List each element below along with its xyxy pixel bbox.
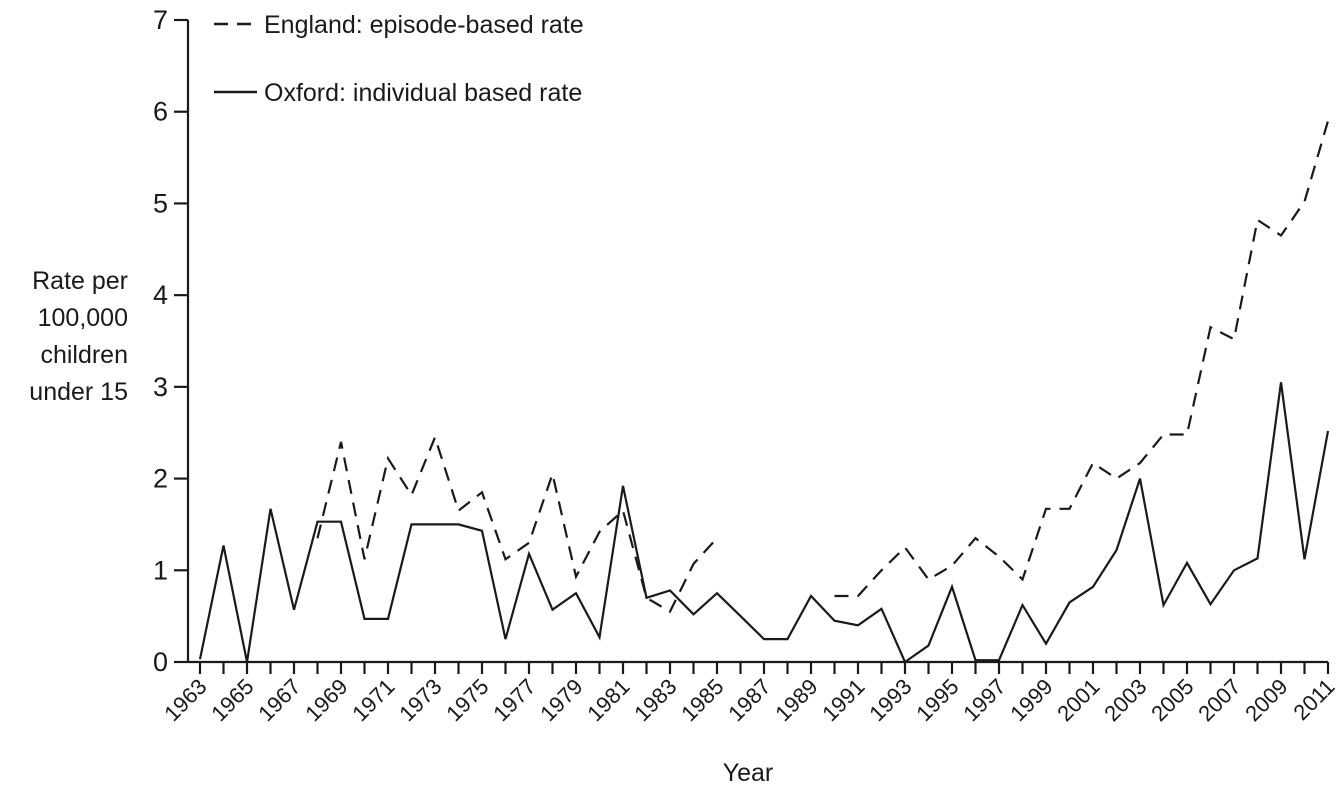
x-tick-label: 1989 [770, 674, 822, 726]
x-tick-label: 1993 [864, 674, 916, 726]
series-line [198, 382, 1330, 664]
y-tick-label: 1 [153, 555, 168, 585]
y-ticks: 0 1 2 3 4 5 6 7 [153, 5, 188, 677]
x-tick-label: 1969 [300, 674, 352, 726]
y-tick-label: 4 [153, 280, 168, 310]
x-tick-label: 1979 [535, 674, 587, 726]
x-tick-label: 1971 [347, 674, 399, 726]
x-tick-label: 1983 [629, 674, 681, 726]
x-tick-label: 1987 [723, 674, 775, 726]
x-tick-label: 1967 [253, 674, 305, 726]
x-tick-label: 2007 [1193, 674, 1245, 726]
legend-label: England: episode-based rate [264, 11, 584, 39]
x-tick-label: 1991 [817, 674, 869, 726]
x-tick-label: 1977 [488, 674, 540, 726]
legend-label: Oxford: individual based rate [264, 79, 582, 107]
x-tick-label: 2003 [1099, 674, 1151, 726]
axes [186, 20, 1328, 664]
series-england-episode [316, 120, 1330, 614]
x-tick-label: 1975 [441, 674, 493, 726]
legend: England: episode-based rate Oxford: indiv… [214, 11, 584, 107]
x-tick-label: 2005 [1146, 674, 1198, 726]
x-tick-label: 1995 [911, 674, 963, 726]
x-ticks: 1963196519671969197119731975197719791981… [159, 662, 1338, 726]
series-oxford-individual [198, 382, 1330, 664]
x-tick-label: 2011 [1288, 674, 1338, 725]
series-group [198, 120, 1330, 664]
x-tick-label: 1981 [582, 674, 634, 726]
x-tick-label: 1973 [394, 674, 446, 726]
series-line [316, 434, 718, 614]
x-tick-label: 2001 [1052, 674, 1104, 726]
y-tick-label: 6 [153, 97, 168, 127]
x-axis-title: Year [723, 759, 774, 787]
y-tick-label: 0 [153, 647, 168, 677]
y-axis-title-line: children [40, 341, 128, 369]
x-tick-label: 1997 [958, 674, 1010, 726]
y-tick-label: 7 [153, 5, 168, 35]
y-tick-label: 3 [153, 372, 168, 402]
y-axis-title-line: Rate per [32, 267, 128, 295]
y-tick-label: 5 [153, 188, 168, 218]
x-tick-label: 1963 [159, 674, 211, 726]
x-tick-label: 1999 [1005, 674, 1057, 726]
y-axis-title-line: 100,000 [38, 304, 128, 332]
x-tick-label: 2009 [1240, 674, 1292, 726]
y-axis-title-line: under 15 [29, 378, 128, 406]
y-tick-label: 2 [153, 464, 168, 494]
x-tick-label: 1965 [206, 674, 258, 726]
series-line [834, 120, 1330, 598]
x-tick-label: 1985 [676, 674, 728, 726]
y-axis-title: Rate per 100,000 children under 15 [29, 267, 128, 406]
